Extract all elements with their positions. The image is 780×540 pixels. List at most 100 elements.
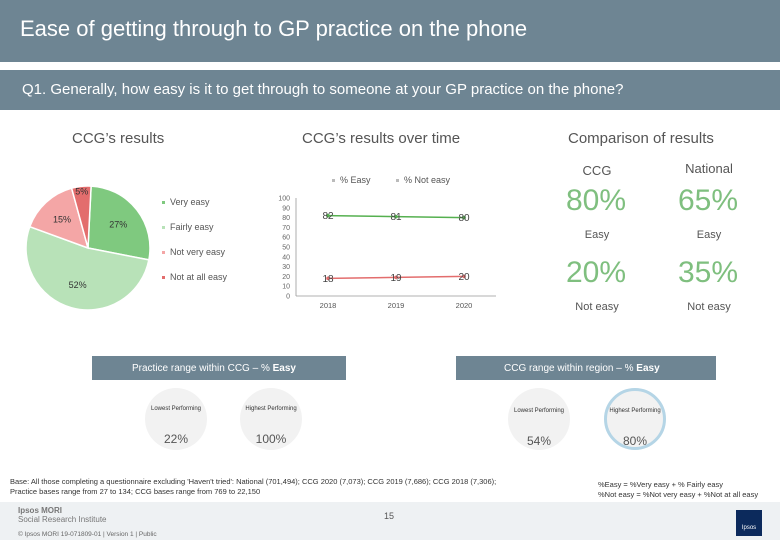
ccg-easy-value: 80% (565, 184, 627, 217)
pie-legend-item: Not very easy (162, 247, 227, 257)
pie-slice-not-at-all-easy (70, 185, 92, 249)
definitions: %Easy = %Very easy + % Fairly easy %Not … (598, 480, 758, 500)
y-tick-label: 70 (282, 225, 290, 232)
ccg-range-banner-text: CCG range within region – % (504, 363, 637, 374)
data-point (326, 213, 330, 218)
practice-lowest-label: Lowest Performing (150, 406, 202, 412)
data-label: 81 (390, 212, 402, 223)
pie-legend-marker (162, 201, 165, 205)
data-label: 19 (390, 273, 402, 284)
ccg-lowest-value: 54% (526, 434, 552, 448)
pie-legend-marker (162, 276, 165, 280)
ccg-highest-circle (604, 388, 666, 450)
pie-legend-item: Very easy (162, 197, 227, 207)
page-number: 15 (384, 511, 395, 521)
ccg-range-banner-bold: Easy (636, 363, 660, 374)
pie-legend-label: Not at all easy (170, 272, 228, 282)
pie-legend-marker (162, 251, 165, 255)
practice-lowest-circle (145, 388, 207, 450)
pie-legend-label: Fairly easy (170, 222, 214, 232)
practice-range-banner-bold: Easy (272, 363, 296, 374)
pie-legend-item: Not at all easy (162, 272, 227, 282)
y-tick-label: 40 (282, 254, 290, 261)
footer-bar (0, 502, 780, 540)
ccg-not-easy-label: Not easy (575, 301, 619, 313)
question-bar: Q1. Generally, how easy is it to get thr… (0, 70, 780, 110)
data-label: 20 (458, 272, 470, 283)
pie-label-fairly-easy: 52% (69, 280, 87, 290)
pie-label-very-easy: 27% (109, 219, 127, 229)
ccg-not-easy-value: 20% (565, 256, 627, 289)
national-column-label: National (685, 161, 733, 176)
pie-legend: Very easy Fairly easy Not very easy Not at … (162, 197, 227, 297)
y-tick-label: 20 (282, 274, 290, 281)
ipsos-badge: Ipsos (736, 510, 762, 536)
title-bar: Ease of getting through to GP practice o… (0, 0, 780, 62)
footer-logo-subtitle: Social Research Institute (18, 515, 107, 524)
practice-range-banner: Practice range within CCG – % Easy (92, 356, 346, 380)
pie-legend-label: Not very easy (170, 247, 226, 257)
ccg-lowest-circle (508, 388, 570, 450)
base-text-line2: Practice bases range from 27 to 134; CCG… (10, 487, 261, 496)
national-easy-value: 65% (677, 184, 739, 217)
legend-not-easy-label: % Not easy (404, 175, 451, 185)
y-tick-label: 0 (286, 294, 290, 301)
base-text: Base: All those completing a questionnai… (10, 477, 496, 497)
y-tick-label: 30 (282, 264, 290, 271)
practice-highest-value: 100% (255, 432, 287, 446)
y-tick-label: 50 (282, 245, 290, 252)
footer-copyright: © Ipsos MORI 19-071809-01 | Version 1 | … (18, 531, 157, 538)
x-tick-label: 2019 (388, 301, 405, 310)
pie-section-title: CCG’s results (72, 130, 165, 147)
definition-not-easy: %Not easy = %Not very easy + %Not at all… (598, 490, 759, 499)
national-not-easy-value: 35% (677, 256, 739, 289)
data-point (394, 214, 398, 219)
legend-not-easy: % Not easy (396, 175, 450, 185)
time-section-title: CCG’s results over time (302, 130, 461, 147)
pie-legend-marker (162, 226, 165, 230)
definition-easy: %Easy = %Very easy + % Fairly easy (598, 480, 724, 489)
footer-logo-name: Ipsos MORI (18, 506, 63, 515)
national-not-easy-label: Not easy (687, 301, 731, 313)
pie-legend-item: Fairly easy (162, 222, 227, 232)
ccg-highest-label: Highest Performing (609, 408, 661, 414)
footer-logo: Ipsos MORI Social Research Institute (18, 506, 107, 524)
page-title: Ease of getting through to GP practice o… (20, 16, 528, 41)
data-label: 82 (322, 211, 334, 222)
y-tick-label: 10 (282, 284, 290, 291)
comparison-title: Comparison of results (568, 130, 714, 147)
legend-easy-marker (332, 179, 335, 183)
legend-easy: % Easy (332, 175, 371, 185)
data-point (326, 276, 330, 281)
data-label: 18 (322, 274, 334, 285)
ccg-lowest-label: Lowest Performing (513, 408, 565, 414)
ccg-column-label: CCG (582, 163, 612, 178)
data-point (462, 274, 466, 279)
practice-highest-circle (240, 388, 302, 450)
pie-slice-fairly-easy (25, 225, 150, 311)
national-easy-label: Easy (696, 229, 722, 241)
y-tick-label: 90 (282, 205, 290, 212)
pie-slice-not-very-easy (28, 187, 90, 250)
base-text-line1: Base: All those completing a questionnai… (10, 477, 497, 486)
pie-label-not-at-all-easy: 5% (75, 186, 88, 196)
pie-legend-label: Very easy (170, 197, 210, 207)
y-tick-label: 60 (282, 235, 290, 242)
y-tick-label: 80 (282, 215, 290, 222)
data-label: 80 (458, 213, 470, 224)
practice-range-banner-text: Practice range within CCG – % (132, 363, 273, 374)
ipsos-badge-text: Ipsos (741, 525, 757, 531)
practice-highest-label: Highest Performing (245, 406, 297, 412)
pie-slice-very-easy (87, 185, 151, 261)
legend-not-easy-marker (396, 179, 399, 183)
x-tick-label: 2020 (456, 301, 473, 310)
legend-easy-label: % Easy (340, 175, 371, 185)
y-tick-label: 100 (278, 196, 290, 203)
data-point (462, 215, 466, 220)
question-text: Q1. Generally, how easy is it to get thr… (22, 81, 624, 98)
data-point (394, 275, 398, 280)
ccg-range-banner: CCG range within region – % Easy (456, 356, 716, 380)
ccg-easy-label: Easy (584, 229, 610, 241)
pie-chart: 27% 52% 15% 5% (25, 185, 151, 311)
